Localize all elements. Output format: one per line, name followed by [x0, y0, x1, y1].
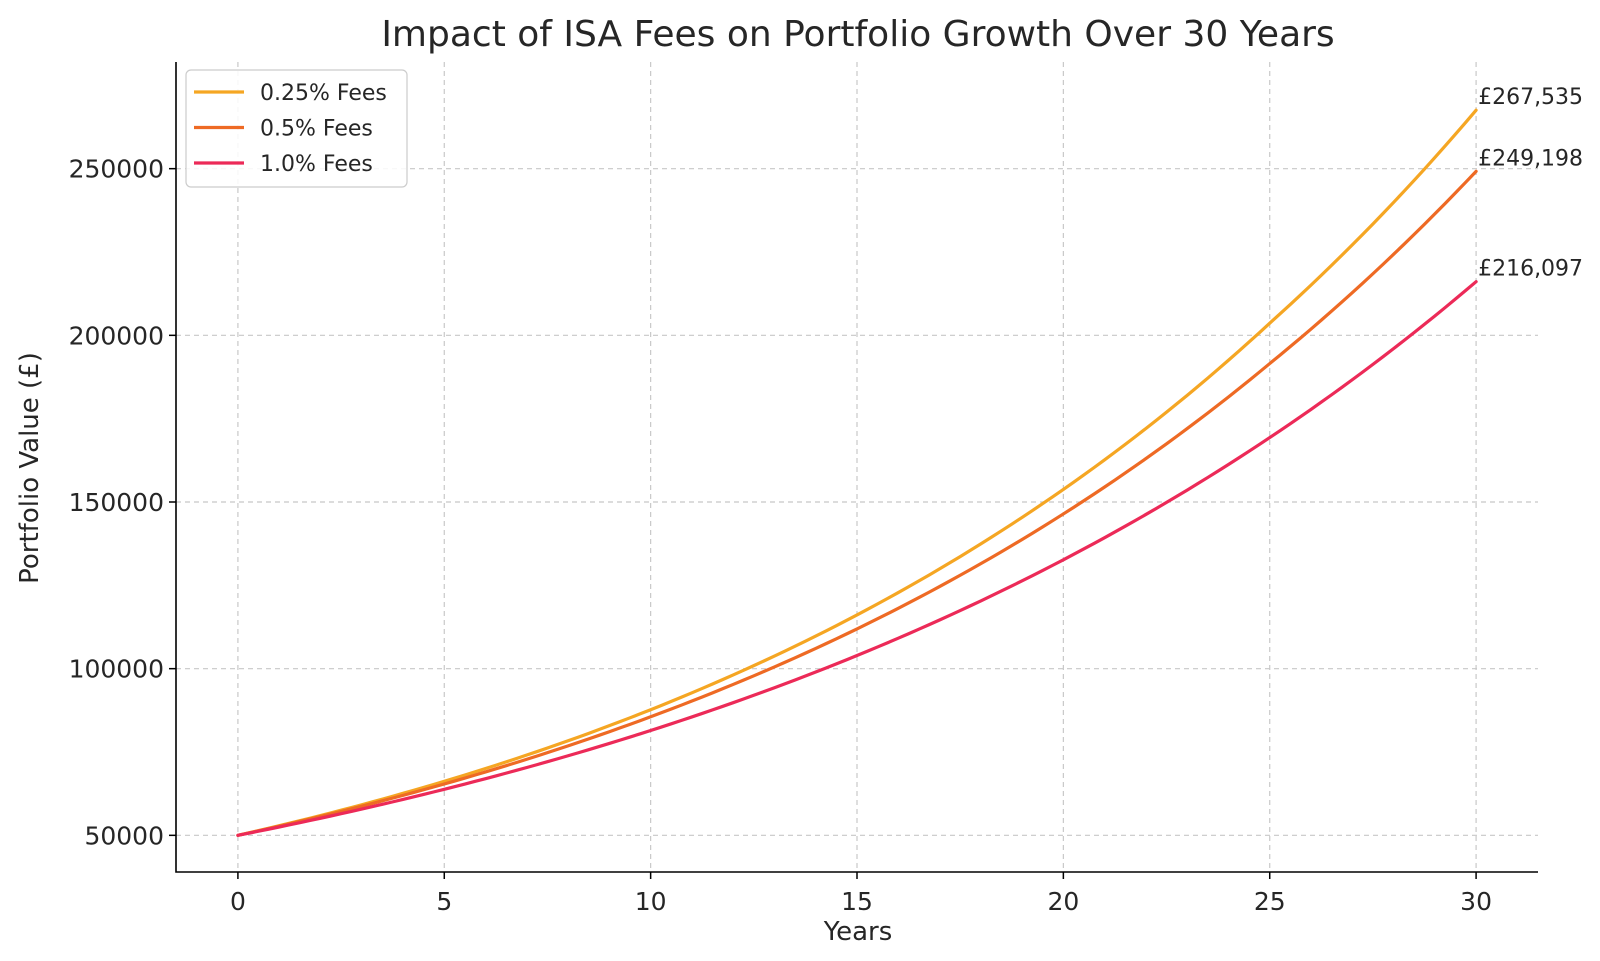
x-tick-label: 15 [841, 887, 873, 916]
legend-entry-2: 0.5% Fees [260, 117, 373, 142]
x-tick-label: 10 [635, 887, 667, 916]
x-tick-label: 20 [1047, 887, 1079, 916]
y-tick-label: 100000 [69, 655, 164, 684]
chart-title: Impact of ISA Fees on Portfolio Growth O… [381, 14, 1334, 55]
series-line-3 [236, 280, 1478, 837]
end-value-labels: £267,535 £249,198 £216,097 [1478, 85, 1583, 281]
x-tick-label: 0 [230, 887, 246, 916]
legend-entry-1: 0.25% Fees [260, 81, 387, 106]
end-value-label-1: £267,535 [1478, 85, 1583, 110]
y-tick-label: 150000 [69, 488, 164, 517]
x-axis-label: Years [823, 917, 893, 947]
y-tick-label: 50000 [84, 821, 164, 850]
axes: 0 5 10 15 20 25 30 50000 100000 150000 200000 25000… [69, 62, 1538, 916]
axis-spines [175, 62, 1538, 873]
series-line-1 [236, 108, 1478, 837]
legend: 0.25% Fees 0.5% Fees 1.0% Fees [185, 69, 408, 188]
x-tick-label: 5 [436, 887, 452, 916]
legend-box [185, 69, 408, 188]
series-line-2 [236, 169, 1478, 837]
y-tick-label: 200000 [69, 321, 164, 350]
y-tick-label: 250000 [69, 155, 164, 184]
end-value-label-2: £249,198 [1478, 146, 1583, 171]
x-tick-label: 30 [1460, 887, 1492, 916]
x-tick-label: 25 [1254, 887, 1286, 916]
y-axis-label: Portfolio Value (£) [15, 352, 45, 584]
series-lines [236, 108, 1478, 837]
end-value-label-3: £216,097 [1478, 257, 1583, 282]
legend-entry-3: 1.0% Fees [260, 152, 373, 177]
